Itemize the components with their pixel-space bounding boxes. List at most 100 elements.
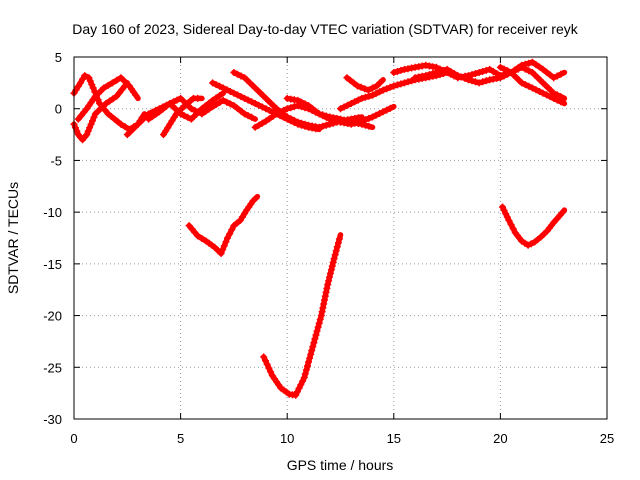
data-point xyxy=(500,206,508,214)
data-point xyxy=(328,262,336,270)
data-point xyxy=(297,381,305,389)
data-point xyxy=(357,83,365,91)
data-point xyxy=(372,111,380,119)
data-point xyxy=(372,90,380,97)
data-point xyxy=(83,131,91,139)
data-point xyxy=(557,70,565,78)
data-point xyxy=(290,116,298,124)
data-point xyxy=(525,82,533,90)
data-point xyxy=(408,77,416,85)
y-tick-label: -30 xyxy=(43,412,62,427)
data-point xyxy=(482,77,490,85)
data-point xyxy=(509,225,517,233)
series-arc16 xyxy=(185,193,261,257)
data-point xyxy=(104,81,112,89)
data-point xyxy=(464,76,472,84)
data-point xyxy=(117,120,125,128)
data-point xyxy=(173,96,181,104)
data-point xyxy=(76,79,84,87)
data-point xyxy=(313,327,321,335)
data-point xyxy=(390,82,398,90)
data-point xyxy=(217,250,225,257)
data-point xyxy=(251,100,259,107)
data-point xyxy=(191,106,199,114)
x-axis-label: GPS time / hours xyxy=(287,457,394,473)
data-point xyxy=(346,76,354,84)
data-point xyxy=(88,81,96,89)
data-point xyxy=(379,108,387,116)
data-point xyxy=(404,78,412,86)
data-point xyxy=(525,67,533,75)
data-point xyxy=(216,92,224,100)
x-tick-label: 5 xyxy=(177,431,184,446)
data-point xyxy=(90,113,98,121)
x-tick-label: 25 xyxy=(600,431,614,446)
data-point xyxy=(265,106,273,114)
data-point xyxy=(358,94,366,102)
data-point xyxy=(237,107,245,115)
plot-frame xyxy=(73,56,608,420)
data-point xyxy=(106,97,113,105)
data-point xyxy=(152,110,160,118)
data-point xyxy=(472,70,479,77)
data-point xyxy=(524,241,532,249)
data-point xyxy=(337,105,344,113)
data-point xyxy=(354,82,362,90)
series-arc12 xyxy=(343,74,386,94)
data-point xyxy=(230,102,238,110)
series-arc17 xyxy=(260,232,344,399)
data-point xyxy=(121,123,129,131)
x-tick-label: 15 xyxy=(387,431,401,446)
data-point xyxy=(194,94,202,102)
data-point xyxy=(87,120,95,128)
data-point xyxy=(305,358,312,366)
data-point xyxy=(237,72,245,80)
y-tick-label: -25 xyxy=(43,360,62,375)
data-point xyxy=(532,86,540,94)
y-tick-label: 5 xyxy=(55,50,62,65)
data-point xyxy=(383,85,391,93)
data-point xyxy=(300,374,308,382)
data-point xyxy=(319,122,327,130)
data-point xyxy=(329,116,337,124)
data-point xyxy=(546,71,554,79)
data-point xyxy=(324,281,332,288)
data-point xyxy=(322,288,330,296)
data-point xyxy=(327,266,335,274)
data-point xyxy=(518,63,526,71)
data-point xyxy=(351,98,359,106)
data-point xyxy=(194,232,202,240)
data-point xyxy=(365,92,373,100)
data-point xyxy=(304,362,311,370)
data-point xyxy=(331,251,339,259)
data-point xyxy=(224,234,231,242)
data-point xyxy=(323,284,331,292)
y-tick-label: -10 xyxy=(43,205,62,220)
series-arc10 xyxy=(283,94,397,128)
data-point xyxy=(537,233,545,241)
data-point xyxy=(479,68,487,75)
data-point xyxy=(532,61,540,69)
data-point xyxy=(422,72,430,80)
data-point xyxy=(166,100,174,107)
data-point xyxy=(273,110,280,118)
data-point xyxy=(198,235,206,242)
data-point xyxy=(89,84,97,92)
series-line xyxy=(260,232,344,398)
data-point xyxy=(364,86,372,94)
data-point xyxy=(312,107,320,115)
data-point xyxy=(457,73,465,81)
data-point xyxy=(461,74,469,82)
data-point xyxy=(317,312,325,320)
data-point xyxy=(212,81,220,89)
data-point xyxy=(379,86,387,94)
data-series xyxy=(70,58,568,399)
data-point xyxy=(113,76,121,84)
data-point xyxy=(309,343,317,351)
data-point xyxy=(294,118,302,126)
data-point xyxy=(358,117,366,125)
data-point xyxy=(329,258,337,266)
data-point xyxy=(237,93,245,101)
data-point xyxy=(86,124,94,132)
